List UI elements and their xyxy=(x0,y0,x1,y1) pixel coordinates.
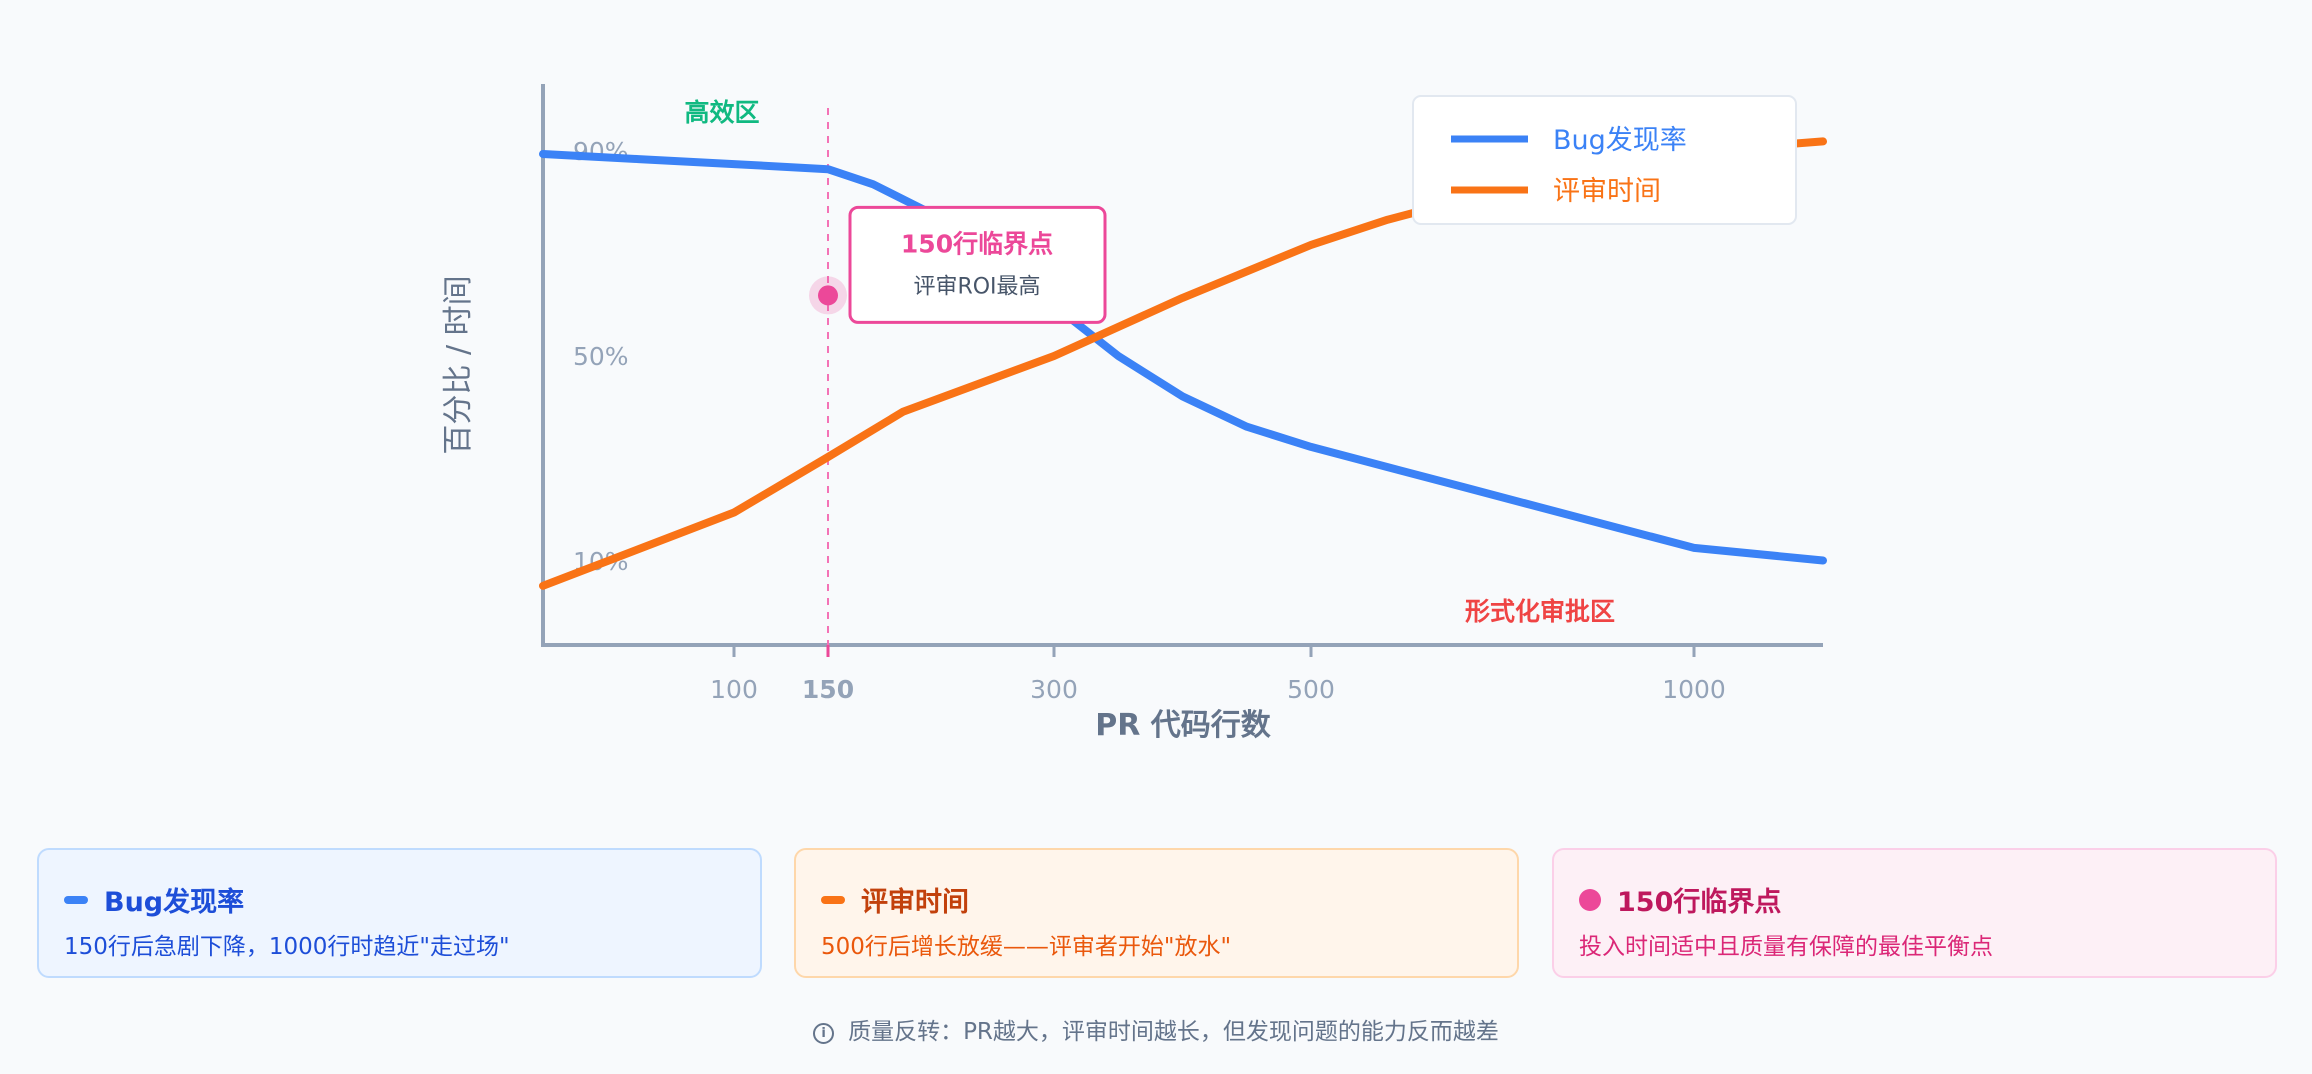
zone-label-efficient: 高效区 xyxy=(684,98,759,127)
critical-point-marker xyxy=(818,285,838,306)
legend-label-bug: Bug发现率 xyxy=(1553,125,1687,156)
x-tick-label: 300 xyxy=(1030,675,1078,704)
series-line-bug-rate xyxy=(539,150,1827,565)
critical-point-title: 150行临界点 xyxy=(901,229,1053,258)
bug-rate-swatch xyxy=(64,895,88,904)
x-axis-title: PR 代码行数 xyxy=(1095,708,1272,743)
x-tick-label: 500 xyxy=(1287,675,1335,704)
critical-point-callout xyxy=(848,205,1107,324)
card-description: 500行后增长放缓——评审者开始"放水" xyxy=(821,934,1232,960)
zone-label-formal: 形式化审批区 xyxy=(1465,597,1615,626)
footnote: i 质量反转：PR越大，评审时间越长，但发现问题的能力反而越差 xyxy=(0,1012,2312,1046)
x-tick-label: 100 xyxy=(710,675,758,704)
card-title: 150行临界点 xyxy=(1617,887,1782,918)
y-tick-label: 50% xyxy=(573,342,629,371)
legend: Bug发现率 评审时间 xyxy=(1412,95,1797,225)
insight-card-review-time: 评审时间 500行后增长放缓——评审者开始"放水" xyxy=(794,848,1519,978)
critical-point-swatch xyxy=(1579,888,1601,911)
info-icon: i xyxy=(813,1023,835,1044)
card-title: Bug发现率 xyxy=(104,887,245,918)
card-description: 150行后急剧下降，1000行时趋近"走过场" xyxy=(64,934,510,960)
legend-label-time: 评审时间 xyxy=(1553,176,1661,207)
critical-point-subtitle: 评审ROI最高 xyxy=(913,274,1040,299)
footnote-text: 质量反转：PR越大，评审时间越长，但发现问题的能力反而越差 xyxy=(848,1019,1499,1045)
card-description: 投入时间适中且质量有保障的最佳平衡点 xyxy=(1579,934,1993,960)
insight-card-bug-rate: Bug发现率 150行后急剧下降，1000行时趋近"走过场" xyxy=(37,848,762,978)
card-title: 评审时间 xyxy=(861,887,969,918)
line-chart: 90%50%10% 100 150 300 500 1000 150行临界点评审ROI最… xyxy=(441,84,1827,743)
x-tick-label: 150 xyxy=(802,675,854,704)
y-axis-title: 百分比 / 时间 xyxy=(441,275,476,454)
review-time-swatch xyxy=(821,895,845,904)
insight-card-critical-point: 150行临界点 投入时间适中且质量有保障的最佳平衡点 xyxy=(1552,848,2277,978)
x-tick-label: 1000 xyxy=(1662,675,1726,704)
